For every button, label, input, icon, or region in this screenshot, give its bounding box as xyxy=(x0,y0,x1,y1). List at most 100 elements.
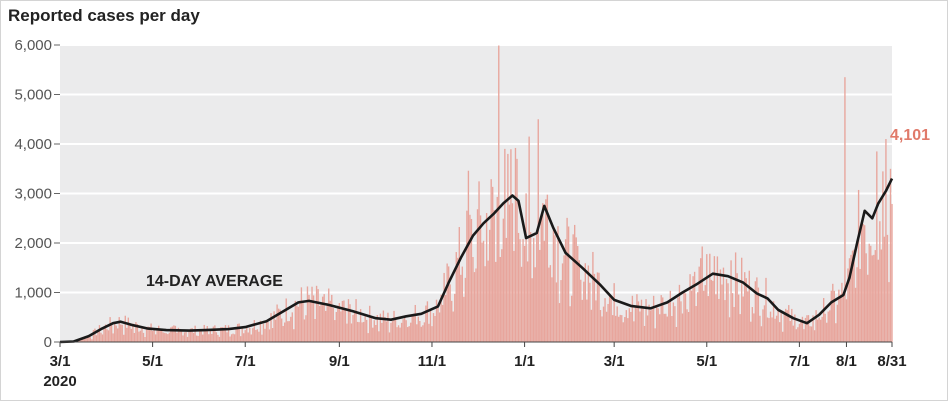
daily-bar xyxy=(416,324,418,342)
daily-bar xyxy=(710,279,713,342)
daily-bar xyxy=(194,325,196,342)
daily-bar xyxy=(174,325,177,342)
daily-bar xyxy=(323,294,325,342)
daily-bar xyxy=(420,326,423,342)
daily-bar xyxy=(660,295,662,342)
daily-bar xyxy=(798,323,801,342)
daily-bar xyxy=(826,322,828,342)
daily-bar xyxy=(209,330,211,342)
daily-bar xyxy=(79,340,81,342)
daily-bar xyxy=(498,45,500,343)
daily-bar xyxy=(604,298,606,342)
last-value-label: 4,101 xyxy=(890,127,930,144)
y-tick-label: 6,000 xyxy=(14,37,52,54)
daily-bar xyxy=(472,256,474,342)
daily-bar xyxy=(540,214,542,342)
daily-bar xyxy=(806,315,808,342)
daily-bar xyxy=(460,274,462,342)
daily-bar xyxy=(375,324,377,342)
daily-bar xyxy=(696,292,699,342)
daily-bar xyxy=(325,310,327,342)
daily-bar xyxy=(829,310,831,342)
daily-bar xyxy=(208,334,210,342)
daily-bar xyxy=(343,300,345,342)
daily-bar xyxy=(614,315,617,342)
daily-bar xyxy=(666,316,668,342)
daily-bar xyxy=(349,304,351,342)
daily-bar xyxy=(649,310,652,342)
daily-bar xyxy=(686,309,688,342)
daily-bar xyxy=(405,320,407,342)
daily-bar xyxy=(768,318,770,342)
daily-bar xyxy=(113,322,116,342)
daily-bar xyxy=(841,282,843,342)
daily-bar xyxy=(434,315,436,342)
daily-bar xyxy=(862,223,864,342)
daily-bar xyxy=(812,315,814,342)
daily-bar xyxy=(567,226,570,342)
daily-bar xyxy=(120,324,122,342)
daily-bar xyxy=(522,239,524,342)
daily-bar xyxy=(264,328,266,342)
daily-bar xyxy=(493,210,495,342)
daily-bar xyxy=(803,329,805,342)
daily-bar xyxy=(331,294,333,342)
y-tick-label: 2,000 xyxy=(14,235,52,252)
daily-bar xyxy=(136,324,139,342)
daily-bar xyxy=(510,149,512,342)
daily-bar xyxy=(88,336,90,342)
daily-bar xyxy=(314,318,316,342)
daily-bar xyxy=(507,153,509,342)
x-tick-label: 1/1 xyxy=(514,353,535,370)
daily-bar xyxy=(775,315,778,342)
x-tick-label: 3/1 xyxy=(604,353,625,370)
daily-bar xyxy=(382,310,385,342)
daily-bar xyxy=(437,306,439,342)
daily-bar xyxy=(792,325,794,342)
daily-bar xyxy=(247,332,249,342)
daily-bar xyxy=(765,277,767,342)
daily-bar xyxy=(97,331,99,342)
daily-bar xyxy=(511,203,514,342)
daily-bar xyxy=(618,316,620,342)
daily-bar xyxy=(577,246,579,342)
daily-bar xyxy=(769,311,772,342)
daily-bar xyxy=(882,171,884,342)
daily-bar xyxy=(173,325,175,342)
daily-bar xyxy=(265,321,268,342)
daily-bar xyxy=(581,299,583,342)
daily-bar xyxy=(619,314,621,342)
daily-bar xyxy=(414,304,416,342)
daily-bar xyxy=(299,300,301,342)
daily-bar xyxy=(712,280,714,342)
daily-bar xyxy=(662,297,664,342)
daily-bar xyxy=(857,189,860,342)
daily-bar xyxy=(517,232,520,342)
daily-bar xyxy=(683,291,685,342)
daily-bar xyxy=(326,303,328,342)
daily-bar xyxy=(727,283,729,342)
daily-bar xyxy=(253,320,256,342)
daily-bar xyxy=(703,290,705,342)
daily-bar xyxy=(145,329,148,342)
daily-bar xyxy=(332,308,334,342)
daily-bar xyxy=(634,305,637,342)
daily-bar xyxy=(558,303,561,342)
daily-bar xyxy=(185,332,187,342)
daily-bar xyxy=(95,335,98,342)
daily-bar xyxy=(110,324,113,342)
daily-bar xyxy=(335,311,338,342)
daily-bar xyxy=(340,311,342,342)
daily-bar xyxy=(218,336,221,342)
daily-bar xyxy=(643,325,646,342)
daily-bar xyxy=(344,309,347,342)
daily-bar xyxy=(631,295,634,342)
daily-bar xyxy=(504,148,506,342)
daily-bar xyxy=(587,265,590,342)
daily-bar xyxy=(417,316,419,342)
daily-bar xyxy=(616,306,618,342)
daily-bar xyxy=(381,322,383,342)
daily-bar xyxy=(223,327,225,342)
daily-bar xyxy=(341,300,344,342)
daily-bar xyxy=(376,315,378,342)
